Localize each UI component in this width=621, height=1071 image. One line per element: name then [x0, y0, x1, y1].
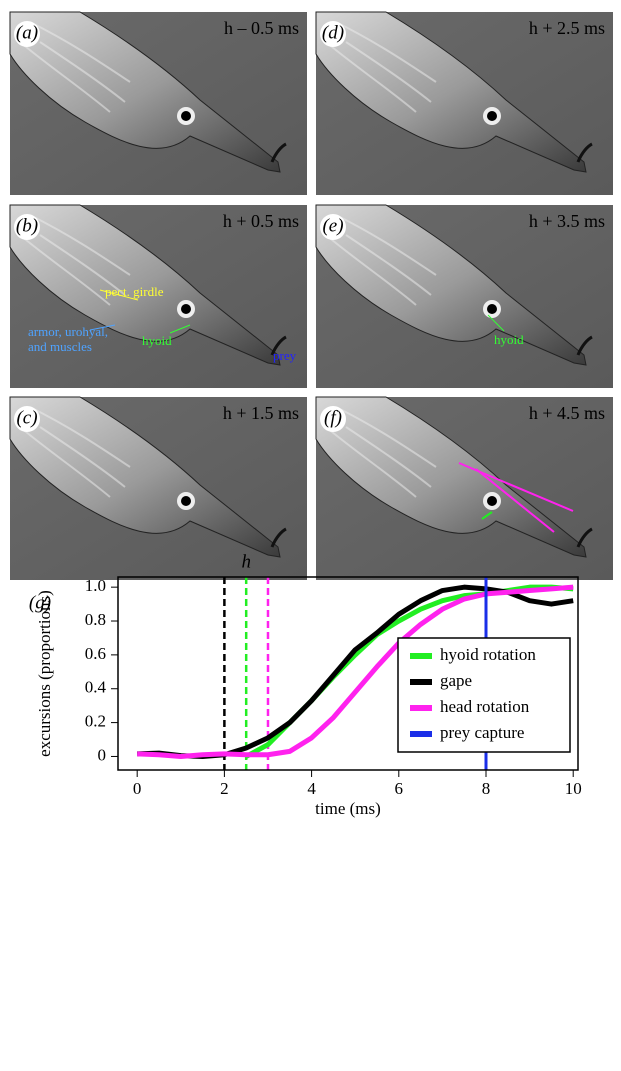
x-tick-label: 6: [395, 779, 404, 798]
label-circle: [320, 214, 346, 240]
series-line: [137, 584, 574, 759]
x-tick-label: 8: [482, 779, 491, 798]
prey: [576, 527, 593, 548]
time-label: h + 2.5 ms: [529, 18, 605, 38]
pupil: [487, 111, 497, 121]
measure-line: [481, 511, 493, 520]
fish-scales: [19, 406, 131, 498]
x-tick-label: 4: [307, 779, 316, 798]
time-label: h + 0.5 ms: [223, 211, 299, 231]
panel-label: (b): [16, 215, 38, 236]
photo-panel: (f) h + 4.5 ms: [315, 396, 613, 580]
label-circle: [320, 406, 346, 432]
annotation-pointer: [169, 324, 191, 334]
fish-scales: [325, 406, 437, 498]
legend-label: gape: [440, 671, 472, 690]
y-tick-label: 0.4: [85, 678, 107, 697]
annotation: and muscles: [28, 339, 92, 354]
panel-label: (f): [324, 407, 342, 428]
y-tick-label: 0.6: [85, 644, 106, 663]
y-tick-label: 0.2: [85, 712, 106, 731]
pupil: [181, 111, 191, 121]
plot-frame: [117, 576, 579, 771]
photo-panel: (c) h + 1.5 ms: [9, 396, 307, 580]
time-label: h + 4.5 ms: [529, 403, 605, 423]
legend-label: hyoid rotation: [440, 645, 536, 664]
photo-panel: (a) h – 0.5 ms: [9, 11, 307, 195]
x-tick-label: 2: [220, 779, 229, 798]
y-tick-label: 0: [98, 745, 107, 764]
label-circle: [14, 214, 40, 240]
fish-scales: [325, 214, 437, 306]
fish-scales: [325, 21, 437, 113]
fish-scales: [19, 21, 131, 113]
annotation-pointer: [89, 324, 116, 331]
y-axis-label: excursions (proportions): [35, 590, 54, 757]
legend-label: head rotation: [440, 697, 530, 716]
photo-panel: (d) h + 2.5 ms: [315, 11, 613, 195]
x-axis-label: time (ms): [315, 799, 381, 818]
measure-line: [475, 468, 555, 533]
annotation-pointer: [99, 289, 139, 301]
panel-label: (a): [16, 22, 38, 43]
fish-body: [315, 204, 587, 366]
photo-panel: (e) h + 3.5 ms hyoid: [315, 204, 613, 388]
annotation-pointer: [487, 314, 505, 332]
annotation: hyoid: [142, 333, 172, 348]
fish-body: [315, 396, 587, 558]
panel-label: (c): [16, 407, 37, 428]
fish-body: [315, 11, 587, 173]
annotation: hyoid: [494, 332, 524, 347]
label-circle: [14, 406, 40, 432]
annotation: prey: [273, 348, 297, 363]
x-tick-label: 10: [565, 779, 582, 798]
fish-scales: [19, 214, 131, 306]
photo-panel: (b) h + 0.5 ms pect. girdle armor, urohyal,…: [9, 204, 307, 388]
prey: [576, 335, 593, 356]
prey: [270, 335, 287, 356]
panel-label: (e): [322, 215, 343, 236]
pupil: [181, 304, 191, 314]
label-circle: [14, 21, 40, 47]
panel-label: (g): [29, 592, 51, 613]
label-circle: [320, 21, 346, 47]
pupil: [487, 304, 497, 314]
pupil: [487, 496, 497, 506]
time-label: h + 1.5 ms: [223, 403, 299, 423]
time-label: h + 3.5 ms: [529, 211, 605, 231]
legend-label: prey capture: [440, 723, 524, 742]
y-tick-label: 0.8: [85, 610, 106, 629]
prey: [270, 142, 287, 163]
fish-body: [9, 204, 281, 366]
y-tick-label: 1.0: [85, 576, 106, 595]
panel-label: (d): [322, 22, 344, 43]
fish-body: [9, 396, 281, 558]
prey: [576, 142, 593, 163]
fish-body: [9, 11, 281, 173]
time-label: h – 0.5 ms: [224, 18, 299, 38]
prey: [270, 527, 287, 548]
x-tick-label: 0: [133, 779, 142, 798]
annotation: armor, urohyal,: [28, 324, 108, 339]
annotation: h: [241, 551, 251, 572]
annotation: pect. girdle: [105, 284, 164, 299]
pupil: [181, 496, 191, 506]
